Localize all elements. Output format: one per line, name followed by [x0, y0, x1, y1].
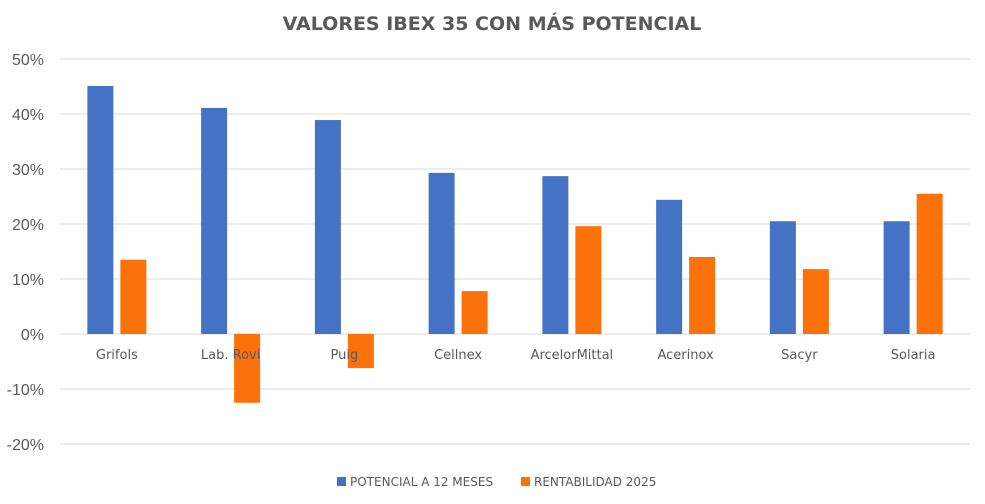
x-tick-label: Cellnex [434, 348, 482, 363]
bar-rentabilidad [802, 269, 829, 334]
chart-title: VALORES IBEX 35 CON MÁS POTENCIAL [283, 12, 702, 35]
x-tick-label: Acerinox [657, 348, 714, 363]
y-tick-label: -20% [7, 437, 44, 454]
x-tick-label: ArcelorMittal [531, 348, 614, 363]
bar-rentabilidad [575, 226, 602, 334]
legend-swatch [521, 477, 530, 486]
legend-label: POTENCIAL A 12 MESES [350, 475, 493, 489]
x-tick-label: Lab. Rovi [201, 348, 260, 363]
y-tick-label: 30% [12, 162, 44, 179]
legend-swatch [337, 477, 346, 486]
bar-potencial [428, 172, 455, 334]
bar-potencial [656, 199, 683, 334]
bar-rentabilidad [689, 257, 716, 334]
bar-potencial [883, 221, 910, 334]
legend-label: RENTABILIDAD 2025 [534, 475, 656, 489]
y-tick-label: 40% [12, 107, 44, 124]
x-tick-label: Sacyr [781, 348, 818, 363]
y-tick-label: 10% [12, 272, 44, 289]
y-tick-label: -10% [7, 382, 44, 399]
bar-potencial [542, 176, 569, 334]
bar-rentabilidad [461, 291, 488, 334]
y-tick-label: 50% [12, 52, 44, 69]
y-tick-label: 0% [21, 327, 44, 344]
bar-potencial [769, 221, 796, 334]
x-tick-label: Solaria [891, 348, 936, 363]
bar-potencial [314, 120, 341, 334]
bar-rentabilidad [120, 259, 147, 334]
bar-potencial [201, 107, 228, 334]
x-tick-label: Puig [331, 348, 359, 363]
bar-rentabilidad [347, 334, 374, 369]
bar-rentabilidad [234, 334, 261, 403]
bar-potencial [87, 85, 114, 334]
bar-rentabilidad [916, 193, 943, 334]
x-tick-label: Grifols [96, 348, 138, 363]
y-tick-label: 20% [12, 217, 44, 234]
